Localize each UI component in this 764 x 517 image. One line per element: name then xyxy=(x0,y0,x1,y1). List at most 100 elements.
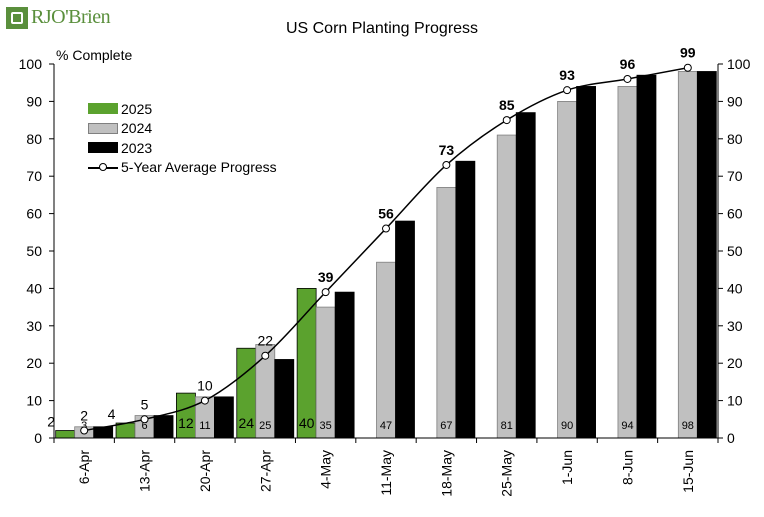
point-5yr-average-20-Apr xyxy=(200,396,209,405)
point-5yr-average-8-Jun xyxy=(623,74,632,83)
y-tick-label-left-20: 20 xyxy=(26,355,42,371)
data-label-2025-27-Apr: 24 xyxy=(238,415,254,431)
y-tick-label-left-90: 90 xyxy=(26,93,42,109)
point-5yr-average-18-May xyxy=(442,160,451,169)
x-tick-label-15-Jun: 15-Jun xyxy=(680,450,696,493)
data-label-2024-1-Jun: 90 xyxy=(561,420,573,432)
x-tick-label-13-Apr: 13-Apr xyxy=(137,450,153,492)
legend-label-5yr-average: 5-Year Average Progress xyxy=(121,159,277,176)
bar-2023-11-May xyxy=(395,220,415,439)
point-5yr-average-13-Apr xyxy=(140,415,149,424)
bar-2023-8-Jun xyxy=(636,74,657,439)
point-5yr-average-15-Jun xyxy=(683,63,692,72)
bar-2024-15-Jun xyxy=(677,71,698,439)
x-tick-label-20-Apr: 20-Apr xyxy=(197,450,213,492)
logo-text: RJO'Brien xyxy=(31,6,111,28)
point-5yr-average-25-May xyxy=(502,116,511,125)
data-label-2024-18-May: 67 xyxy=(440,420,452,432)
bar-2023-25-May xyxy=(515,112,536,439)
data-label-2024-11-May: 47 xyxy=(380,420,392,432)
data-label-5yr-average-1-Jun: 93 xyxy=(559,67,575,83)
x-tick-label-18-May: 18-May xyxy=(438,450,454,497)
y-tick-label-right-40: 40 xyxy=(727,280,743,296)
y-tick-label-right-0: 0 xyxy=(727,430,735,446)
y-tick-label-left-0: 0 xyxy=(34,430,42,446)
data-label-2025-4-May: 40 xyxy=(299,415,315,431)
bar-2023-13-Apr xyxy=(153,415,174,439)
legend-swatch-2025 xyxy=(88,103,118,115)
bar-2025-6-Apr xyxy=(55,430,76,439)
data-label-5yr-average-20-Apr: 10 xyxy=(197,378,213,394)
data-label-5yr-average-4-May: 39 xyxy=(318,269,334,285)
data-label-2024-27-Apr: 25 xyxy=(259,420,271,432)
legend-swatch-2024 xyxy=(88,122,118,134)
data-label-2024-15-Jun: 98 xyxy=(682,420,694,432)
legend-label-2025: 2025 xyxy=(121,100,153,117)
legend-item-2025: 2025 xyxy=(88,99,277,119)
legend-swatch-2023 xyxy=(88,142,118,154)
x-tick-label-25-May: 25-May xyxy=(499,450,515,497)
x-tick-label-4-May: 4-May xyxy=(318,450,334,489)
y-tick-label-left-10: 10 xyxy=(26,393,42,409)
y-tick-label-left-40: 40 xyxy=(26,280,42,296)
legend-item-2023: 2023 xyxy=(88,138,277,158)
y-tick-label-right-20: 20 xyxy=(727,355,743,371)
bar-2024-8-Jun xyxy=(617,86,638,439)
legend-item-5yr-average: 5-Year Average Progress xyxy=(88,158,277,178)
bar-2024-4-May xyxy=(315,306,336,439)
y-tick-label-left-80: 80 xyxy=(26,131,42,147)
data-label-5yr-average-15-Jun: 99 xyxy=(680,45,696,61)
company-logo: RJO'Brien xyxy=(6,6,111,29)
bar-2023-27-Apr xyxy=(274,359,295,439)
y-tick-label-right-60: 60 xyxy=(727,206,743,222)
legend-label-2023: 2023 xyxy=(121,139,153,156)
data-label-2025-6-Apr: 2 xyxy=(47,414,55,430)
bar-2023-18-May xyxy=(455,160,476,439)
data-label-5yr-average-13-Apr: 5 xyxy=(141,396,149,412)
point-5yr-average-4-May xyxy=(321,288,330,297)
bar-2024-11-May xyxy=(376,261,396,439)
bar-2024-1-Jun xyxy=(557,101,577,439)
y-tick-label-right-100: 100 xyxy=(727,56,751,72)
point-5yr-average-27-Apr xyxy=(261,351,270,360)
y-axis-title: % Complete xyxy=(56,47,133,63)
legend-line-swatch xyxy=(88,162,118,173)
bar-2023-1-Jun xyxy=(576,86,596,439)
data-label-5yr-average-6-Apr: 2 xyxy=(80,408,88,424)
data-label-5yr-average-8-Jun: 96 xyxy=(620,56,636,72)
y-tick-label-right-90: 90 xyxy=(727,93,743,109)
y-tick-label-left-30: 30 xyxy=(26,318,42,334)
legend-item-2024: 2024 xyxy=(88,119,277,139)
data-label-2024-6-Apr: 3 xyxy=(81,420,87,432)
x-tick-label-8-Jun: 8-Jun xyxy=(619,450,635,485)
data-label-2024-13-Apr: 6 xyxy=(141,420,147,432)
data-label-2024-4-May: 35 xyxy=(320,420,332,432)
y-tick-label-right-10: 10 xyxy=(727,393,743,409)
data-label-5yr-average-18-May: 73 xyxy=(439,142,455,158)
x-tick-label-27-Apr: 27-Apr xyxy=(257,450,273,492)
data-label-2025-20-Apr: 12 xyxy=(178,415,194,431)
bar-2024-18-May xyxy=(436,187,457,439)
data-label-2024-8-Jun: 94 xyxy=(621,420,633,432)
y-tick-label-right-50: 50 xyxy=(727,243,743,259)
data-label-2025-13-Apr: 4 xyxy=(108,406,116,422)
chart-legend: 2025 2024 2023 5-Year Average Progress xyxy=(88,99,277,177)
y-tick-label-left-100: 100 xyxy=(19,56,43,72)
x-tick-label-1-Jun: 1-Jun xyxy=(559,450,575,485)
data-label-2024-25-May: 81 xyxy=(501,420,513,432)
bar-2024-25-May xyxy=(496,134,517,439)
data-label-5yr-average-25-May: 85 xyxy=(499,97,515,113)
data-label-2024-20-Apr: 11 xyxy=(199,420,210,432)
data-label-5yr-average-27-Apr: 22 xyxy=(257,333,273,349)
bar-2023-4-May xyxy=(334,291,355,439)
bar-2023-15-Jun xyxy=(696,71,717,439)
chart-title: US Corn Planting Progress xyxy=(285,20,479,37)
point-5yr-average-1-Jun xyxy=(563,86,572,95)
y-tick-label-right-80: 80 xyxy=(727,131,743,147)
y-tick-label-left-60: 60 xyxy=(26,206,42,222)
point-5yr-average-11-May xyxy=(382,224,390,233)
y-tick-label-left-50: 50 xyxy=(26,243,42,259)
data-label-5yr-average-11-May: 56 xyxy=(378,206,394,222)
point-5yr-average-6-Apr xyxy=(80,426,89,435)
